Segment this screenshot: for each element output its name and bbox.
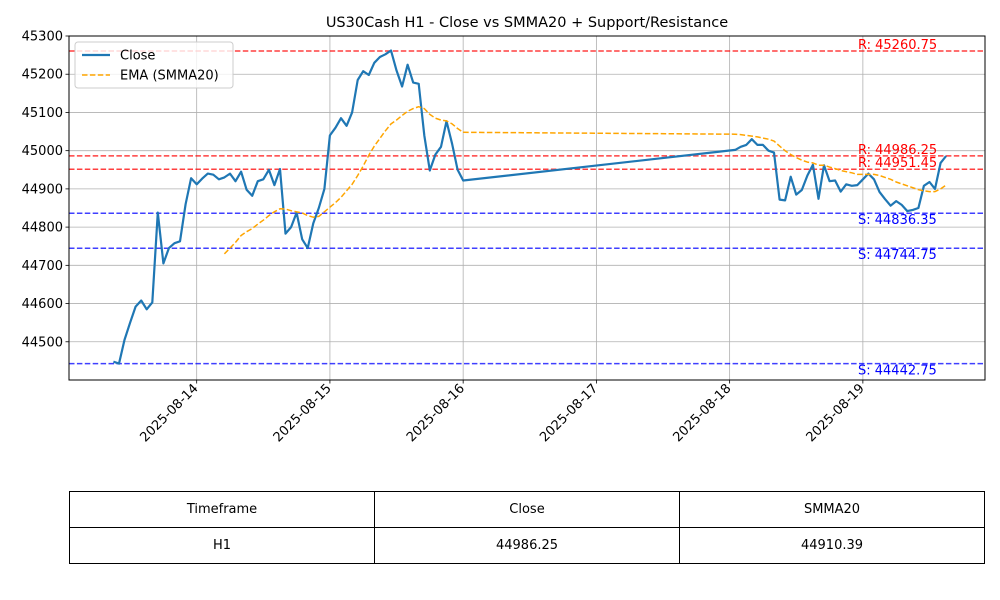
table-cell: 44986.25 xyxy=(374,527,680,564)
summary-table: Timeframe Close SMMA20 H1 44986.25 44910… xyxy=(69,491,985,564)
close-series-line xyxy=(113,49,947,365)
legend: Close EMA (SMMA20) xyxy=(74,41,234,89)
resistance-label: R: 44951.45 xyxy=(858,156,937,171)
level-layer: R: 45260.75 R: 44986.25R: 44951.45 S: 4483… xyxy=(69,38,985,379)
axis-layer: 44500 44600 44700 44800 44900 45000 45100 45200… xyxy=(22,30,868,446)
y-tick-label: 44500 xyxy=(22,335,63,350)
y-tick-label: 44600 xyxy=(22,297,63,312)
x-tick-label: 2025-08-18 xyxy=(670,381,734,445)
resistance-label: R: 45260.75 xyxy=(858,38,937,53)
table-cell: 44910.39 xyxy=(679,527,985,564)
x-tick-label: 2025-08-19 xyxy=(804,381,868,445)
y-tick-label: 45300 xyxy=(22,30,63,45)
legend-box xyxy=(74,41,234,89)
x-tick-label: 2025-08-14 xyxy=(137,381,201,445)
table-header-row: Timeframe Close SMMA20 xyxy=(69,491,985,528)
table-cell: H1 xyxy=(69,527,375,564)
smma-series-line xyxy=(223,105,947,255)
legend-label: Close xyxy=(120,49,155,64)
x-tick-label: 2025-08-15 xyxy=(271,381,335,445)
plot-frame xyxy=(68,35,986,381)
support-label: S: 44744.75 xyxy=(858,248,937,263)
table-row: H1 44986.25 44910.39 xyxy=(69,527,985,564)
table-header-cell: SMMA20 xyxy=(679,491,985,528)
support-label: S: 44836.35 xyxy=(858,213,937,228)
y-tick-label: 45100 xyxy=(22,106,63,121)
series-layer xyxy=(113,49,947,365)
resistance-label: R: 44986.25 xyxy=(858,143,937,158)
chart-title: US30Cash H1 - Close vs SMMA20 + Support/… xyxy=(326,15,728,31)
grid-layer xyxy=(69,35,985,380)
y-tick-label: 44900 xyxy=(22,182,63,197)
x-tick-label: 2025-08-17 xyxy=(537,381,601,445)
x-tick-label: 2025-08-16 xyxy=(404,381,468,445)
chart-svg: US30Cash H1 - Close vs SMMA20 + Support/… xyxy=(22,15,986,446)
table-header-cell: Close xyxy=(374,491,680,528)
y-tick-label: 44800 xyxy=(22,221,63,236)
support-label: S: 44442.75 xyxy=(858,364,937,379)
table-header-cell: Timeframe xyxy=(69,491,375,528)
legend-label: EMA (SMMA20) xyxy=(120,69,219,84)
y-tick-label: 45000 xyxy=(22,144,63,159)
y-tick-label: 45200 xyxy=(22,68,63,83)
y-tick-label: 44700 xyxy=(22,259,63,274)
